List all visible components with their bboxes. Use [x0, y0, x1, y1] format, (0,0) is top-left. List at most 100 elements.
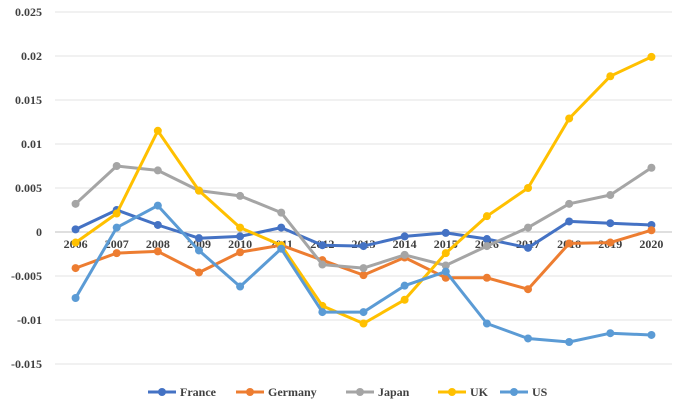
data-point [359, 264, 368, 273]
series-lines [71, 52, 656, 346]
y-tick-label: 0.015 [15, 93, 42, 107]
data-point [112, 209, 121, 218]
data-point [359, 308, 368, 317]
data-point [524, 223, 533, 232]
x-tick-label: 2010 [228, 237, 252, 251]
data-point [565, 199, 574, 208]
data-point [359, 319, 368, 328]
data-point [524, 184, 533, 192]
data-point [71, 294, 80, 302]
data-point [71, 225, 80, 234]
legend-marker [356, 388, 364, 396]
x-tick-label: 2009 [187, 237, 211, 251]
data-point [359, 242, 368, 251]
series-uk [71, 52, 656, 328]
data-point [441, 228, 450, 237]
series-us [71, 201, 656, 346]
y-tick-label: 0.02 [21, 49, 42, 63]
legend-item: UK [438, 385, 489, 399]
data-point [318, 260, 327, 269]
data-point [112, 162, 121, 170]
data-point [565, 239, 574, 248]
data-point [153, 126, 162, 135]
data-point [400, 281, 409, 290]
data-point [482, 319, 491, 328]
data-point [400, 232, 409, 241]
data-point [153, 247, 162, 256]
data-point [524, 334, 533, 343]
legend-label: UK [470, 385, 489, 399]
data-point [236, 248, 245, 257]
legend-marker [158, 388, 166, 396]
data-point [400, 250, 409, 259]
data-point [112, 249, 121, 258]
data-point [441, 261, 450, 270]
data-point [277, 244, 286, 253]
data-point [194, 186, 203, 195]
series-line [74, 55, 653, 325]
y-tick-label: -0.005 [11, 269, 42, 283]
data-point [606, 191, 615, 200]
y-axis-ticks: 0.025 0.02 0.015 0.01 0.005 0 -0.005 -0.01 -0.01… [11, 5, 42, 371]
data-point [236, 191, 245, 200]
data-point [606, 72, 615, 81]
data-point [524, 285, 533, 294]
y-tick-label: 0.005 [15, 181, 42, 195]
y-tick-label: 0.025 [15, 5, 42, 19]
legend-label: US [532, 385, 548, 399]
legend-label: Japan [378, 385, 410, 399]
data-point [565, 114, 574, 123]
legend-marker [246, 388, 254, 396]
data-point [400, 295, 409, 304]
legend-item: Germany [236, 385, 317, 399]
data-point [277, 223, 286, 232]
data-point [606, 219, 615, 228]
data-point [194, 268, 203, 277]
data-point [647, 163, 656, 172]
x-tick-label: 2020 [639, 237, 663, 251]
y-tick-label: 0.01 [21, 137, 42, 151]
legend-item: France [148, 385, 217, 399]
data-point [194, 234, 203, 243]
data-point [194, 246, 203, 255]
gridlines [55, 11, 672, 365]
data-point [318, 241, 327, 250]
data-point [71, 238, 80, 247]
data-point [236, 282, 245, 291]
data-point [71, 199, 80, 208]
data-point [153, 220, 162, 229]
y-tick-label: -0.015 [11, 357, 42, 371]
legend-label: Germany [268, 385, 317, 399]
data-point [565, 338, 574, 346]
data-point [524, 243, 533, 252]
x-tick-label: 2008 [146, 237, 170, 251]
legend-item: Japan [346, 385, 410, 399]
data-point [482, 273, 491, 282]
data-point [565, 217, 574, 226]
legend-marker [510, 388, 518, 396]
data-point [236, 223, 245, 232]
data-point [482, 212, 491, 221]
y-tick-label: 0 [36, 225, 42, 239]
data-point [482, 235, 491, 244]
x-tick-label: 2014 [393, 237, 417, 251]
legend-marker [448, 388, 456, 396]
data-point [606, 238, 615, 247]
data-point [71, 264, 80, 273]
data-point [441, 249, 450, 258]
data-point [482, 242, 491, 251]
data-point [647, 226, 656, 235]
legend-label: France [180, 385, 217, 399]
y-tick-label: -0.01 [17, 313, 42, 327]
data-point [359, 271, 368, 280]
legend-item: US [500, 385, 548, 399]
data-point [236, 232, 245, 241]
data-point [153, 166, 162, 175]
data-point [112, 223, 121, 232]
legend: France Germany Japan UK US [148, 385, 548, 399]
series-japan [71, 162, 656, 273]
data-point [606, 329, 615, 338]
data-point [647, 330, 656, 339]
data-point [647, 52, 656, 61]
